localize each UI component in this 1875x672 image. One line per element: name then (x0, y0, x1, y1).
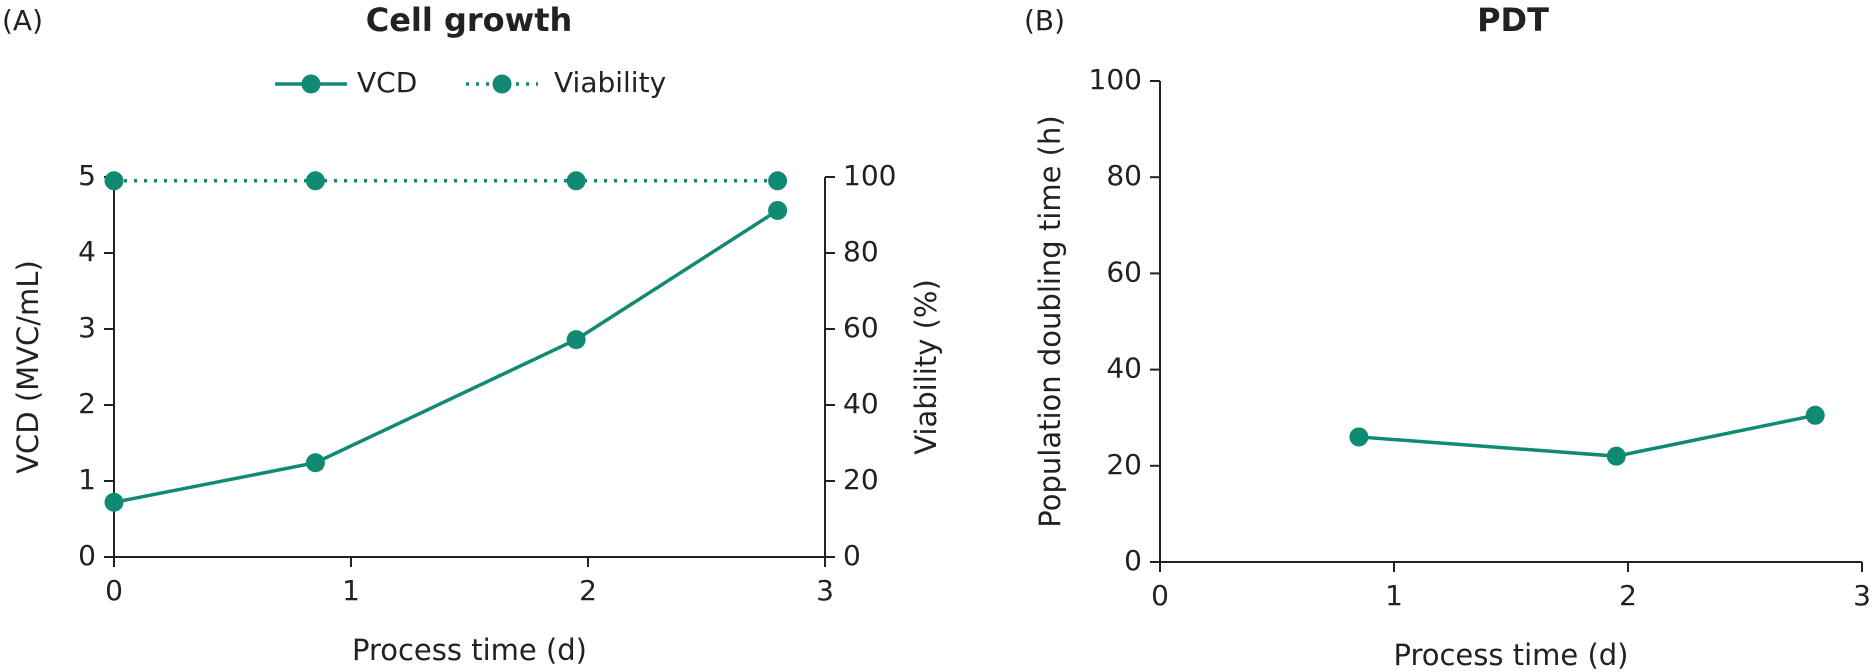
x-tick-label: 2 (579, 574, 597, 607)
y2-tick-label: 60 (843, 311, 879, 344)
y2-tick-label: 0 (843, 539, 861, 572)
y2-tick-label: 40 (843, 387, 879, 420)
y-tick-label: 1 (78, 463, 96, 496)
legend-label: VCD (357, 66, 417, 99)
y2-tick-label: 100 (843, 159, 896, 192)
legend-marker (492, 74, 512, 94)
y-tick-label: 4 (78, 235, 96, 268)
y-tick-label: 2 (78, 387, 96, 420)
series-line (113, 208, 779, 504)
y-axis-title: Population doubling time (h) (1033, 115, 1067, 527)
data-point (305, 171, 325, 191)
y-tick-label: 100 (1089, 63, 1142, 96)
y2-axis-title: Viability (%) (909, 279, 943, 455)
data-point (768, 200, 788, 220)
legend-label: Viability (554, 66, 666, 99)
data-point (566, 330, 586, 350)
y-tick-label: 60 (1106, 255, 1142, 288)
data-point (1805, 405, 1825, 425)
x-tick-label: 1 (1385, 579, 1403, 612)
y2-tick-label: 20 (843, 463, 879, 496)
y2-tick-label: 80 (843, 235, 879, 268)
x-axis-title: Process time (d) (352, 633, 587, 667)
data-point (566, 171, 586, 191)
data-point (768, 171, 788, 191)
data-point (305, 453, 325, 473)
y-tick-label: 3 (78, 311, 96, 344)
y-tick-label: 0 (1124, 544, 1142, 577)
x-tick-label: 3 (1853, 579, 1871, 612)
y-tick-label: 5 (78, 159, 96, 192)
data-point (1606, 446, 1626, 466)
series-line (1358, 413, 1816, 458)
data-point (104, 492, 124, 512)
x-tick-label: 2 (1619, 579, 1637, 612)
chart-title: PDT (1477, 1, 1549, 39)
data-point (104, 171, 124, 191)
x-axis-title: Process time (d) (1393, 638, 1628, 672)
x-tick-label: 0 (1151, 579, 1169, 612)
y-axis-title: VCD (MVC/mL) (11, 260, 45, 474)
y-tick-label: 40 (1106, 352, 1142, 385)
chart-title: Cell growth (366, 1, 573, 39)
y-tick-label: 0 (78, 539, 96, 572)
y-tick-label: 80 (1106, 159, 1142, 192)
panel-label: (B) (1024, 4, 1065, 37)
y-tick-label: 20 (1106, 448, 1142, 481)
panel-label: (A) (2, 4, 43, 37)
x-tick-label: 1 (342, 574, 360, 607)
legend-marker (301, 74, 321, 94)
data-point (1349, 427, 1369, 447)
x-tick-label: 3 (816, 574, 834, 607)
x-tick-label: 0 (105, 574, 123, 607)
